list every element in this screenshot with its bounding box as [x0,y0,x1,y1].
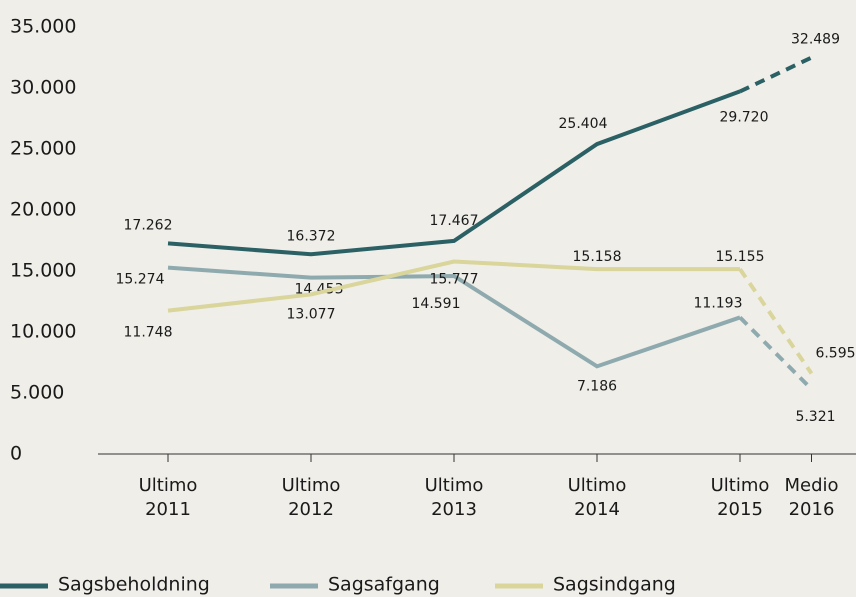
legend-label: Sagsbeholdning [58,574,210,596]
legend-label: Sagsindgang [553,574,676,596]
series-line [167,259,741,313]
y-tick-label: 15.000 [10,260,76,282]
x-tick-label: Ultimo 2012 [281,475,341,520]
series-line-dashed [738,267,814,375]
data-label: 14.591 [412,296,461,312]
y-tick-label: 5.000 [10,382,64,404]
data-label: 15.274 [116,272,165,288]
x-tick-label: Ultimo 2011 [138,475,198,520]
data-label: 29.720 [720,109,769,125]
series-line-dashed [739,55,813,94]
data-label: 11.748 [124,325,173,341]
y-tick-label: 35.000 [10,16,76,38]
data-label: 7.186 [577,378,617,394]
data-label: 25.404 [559,116,608,132]
data-label: 15.155 [716,249,765,265]
legend-label: Sagsafgang [328,574,440,596]
data-label: 17.262 [124,217,173,233]
data-label: 17.467 [430,213,479,229]
y-tick-label: 10.000 [10,321,76,343]
x-tick-label: Ultimo 2014 [567,475,627,520]
x-tick-label: Ultimo 2015 [710,475,770,520]
series-line [167,265,741,369]
data-label: 11.193 [694,295,743,311]
data-label: 15.158 [573,249,622,265]
data-label: 16.372 [287,228,336,244]
x-tick-label: Ultimo 2013 [424,475,484,520]
series-line-dashed [738,316,813,391]
y-tick-label: 0 [10,443,22,465]
data-label: 5.321 [795,409,835,425]
y-tick-label: 20.000 [10,199,76,221]
y-tick-label: 30.000 [10,77,76,99]
series-line [167,89,741,257]
data-label: 13.077 [287,306,336,322]
y-tick-label: 25.000 [10,138,76,160]
data-label: 15.777 [430,272,479,288]
x-tick-label: Medio 2016 [784,475,839,520]
data-label: 6.595 [815,346,855,362]
data-label: 32.489 [791,32,840,48]
